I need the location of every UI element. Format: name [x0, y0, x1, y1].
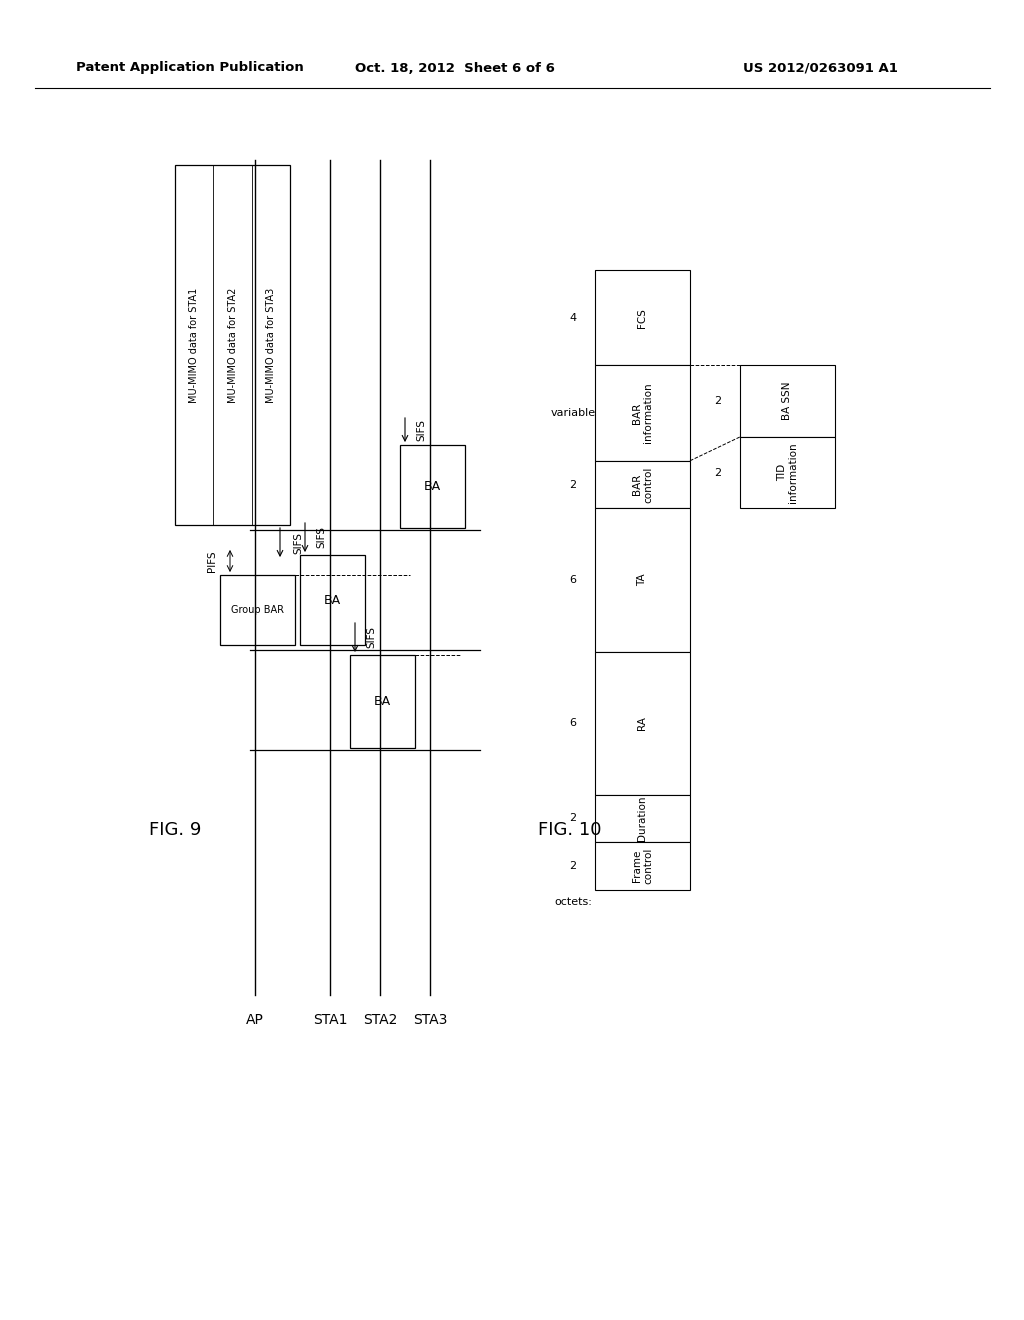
Text: US 2012/0263091 A1: US 2012/0263091 A1 — [742, 62, 897, 74]
Bar — [595, 652, 690, 795]
Text: 6: 6 — [569, 576, 577, 585]
Text: octets:: octets: — [554, 898, 592, 907]
Text: SIFS: SIFS — [416, 418, 426, 441]
Text: Patent Application Publication: Patent Application Publication — [76, 62, 304, 74]
Text: SIFS: SIFS — [366, 626, 376, 648]
Text: STA1: STA1 — [312, 1012, 347, 1027]
Text: Frame
control: Frame control — [632, 847, 653, 884]
Bar — [595, 508, 690, 652]
Text: SIFS: SIFS — [316, 525, 326, 548]
Bar — [595, 461, 690, 508]
Bar — [350, 655, 415, 748]
Text: BAR
information: BAR information — [632, 383, 653, 444]
Bar — [595, 795, 690, 842]
Text: BA SSN: BA SSN — [782, 381, 793, 420]
Text: variable: variable — [551, 408, 596, 418]
Text: Group BAR: Group BAR — [231, 605, 284, 615]
Text: BA: BA — [424, 480, 441, 492]
Text: FIG. 10: FIG. 10 — [539, 821, 602, 840]
Text: BAR
control: BAR control — [632, 466, 653, 503]
Bar — [400, 445, 465, 528]
Text: AP: AP — [246, 1012, 264, 1027]
Text: 2: 2 — [569, 813, 577, 824]
Bar — [740, 437, 835, 508]
Text: STA3: STA3 — [413, 1012, 447, 1027]
Text: FIG. 9: FIG. 9 — [148, 821, 201, 840]
Text: BA: BA — [374, 696, 391, 708]
Text: SIFS: SIFS — [293, 532, 303, 553]
Bar — [220, 576, 295, 645]
Text: 4: 4 — [569, 313, 577, 322]
Text: FCS: FCS — [638, 308, 647, 327]
Bar — [175, 165, 290, 525]
Text: MU-MIMO data for STA3: MU-MIMO data for STA3 — [266, 288, 275, 403]
Text: STA2: STA2 — [362, 1012, 397, 1027]
Text: Duration: Duration — [638, 796, 647, 841]
Text: MU-MIMO data for STA2: MU-MIMO data for STA2 — [227, 288, 238, 403]
Bar — [740, 366, 835, 437]
Text: TID
information: TID information — [776, 442, 799, 503]
Text: 2: 2 — [715, 396, 722, 407]
Text: MU-MIMO data for STA1: MU-MIMO data for STA1 — [189, 288, 199, 403]
Text: PIFS: PIFS — [207, 550, 217, 572]
Text: 2: 2 — [569, 861, 577, 871]
Text: TA: TA — [638, 574, 647, 586]
Bar — [300, 554, 365, 645]
Bar — [595, 271, 690, 366]
Text: BA: BA — [324, 594, 341, 606]
Text: 2: 2 — [569, 479, 577, 490]
Bar — [595, 842, 690, 890]
Bar — [595, 366, 690, 461]
Text: 2: 2 — [715, 467, 722, 478]
Text: Oct. 18, 2012  Sheet 6 of 6: Oct. 18, 2012 Sheet 6 of 6 — [355, 62, 555, 74]
Text: 6: 6 — [569, 718, 577, 729]
Text: RA: RA — [638, 717, 647, 730]
